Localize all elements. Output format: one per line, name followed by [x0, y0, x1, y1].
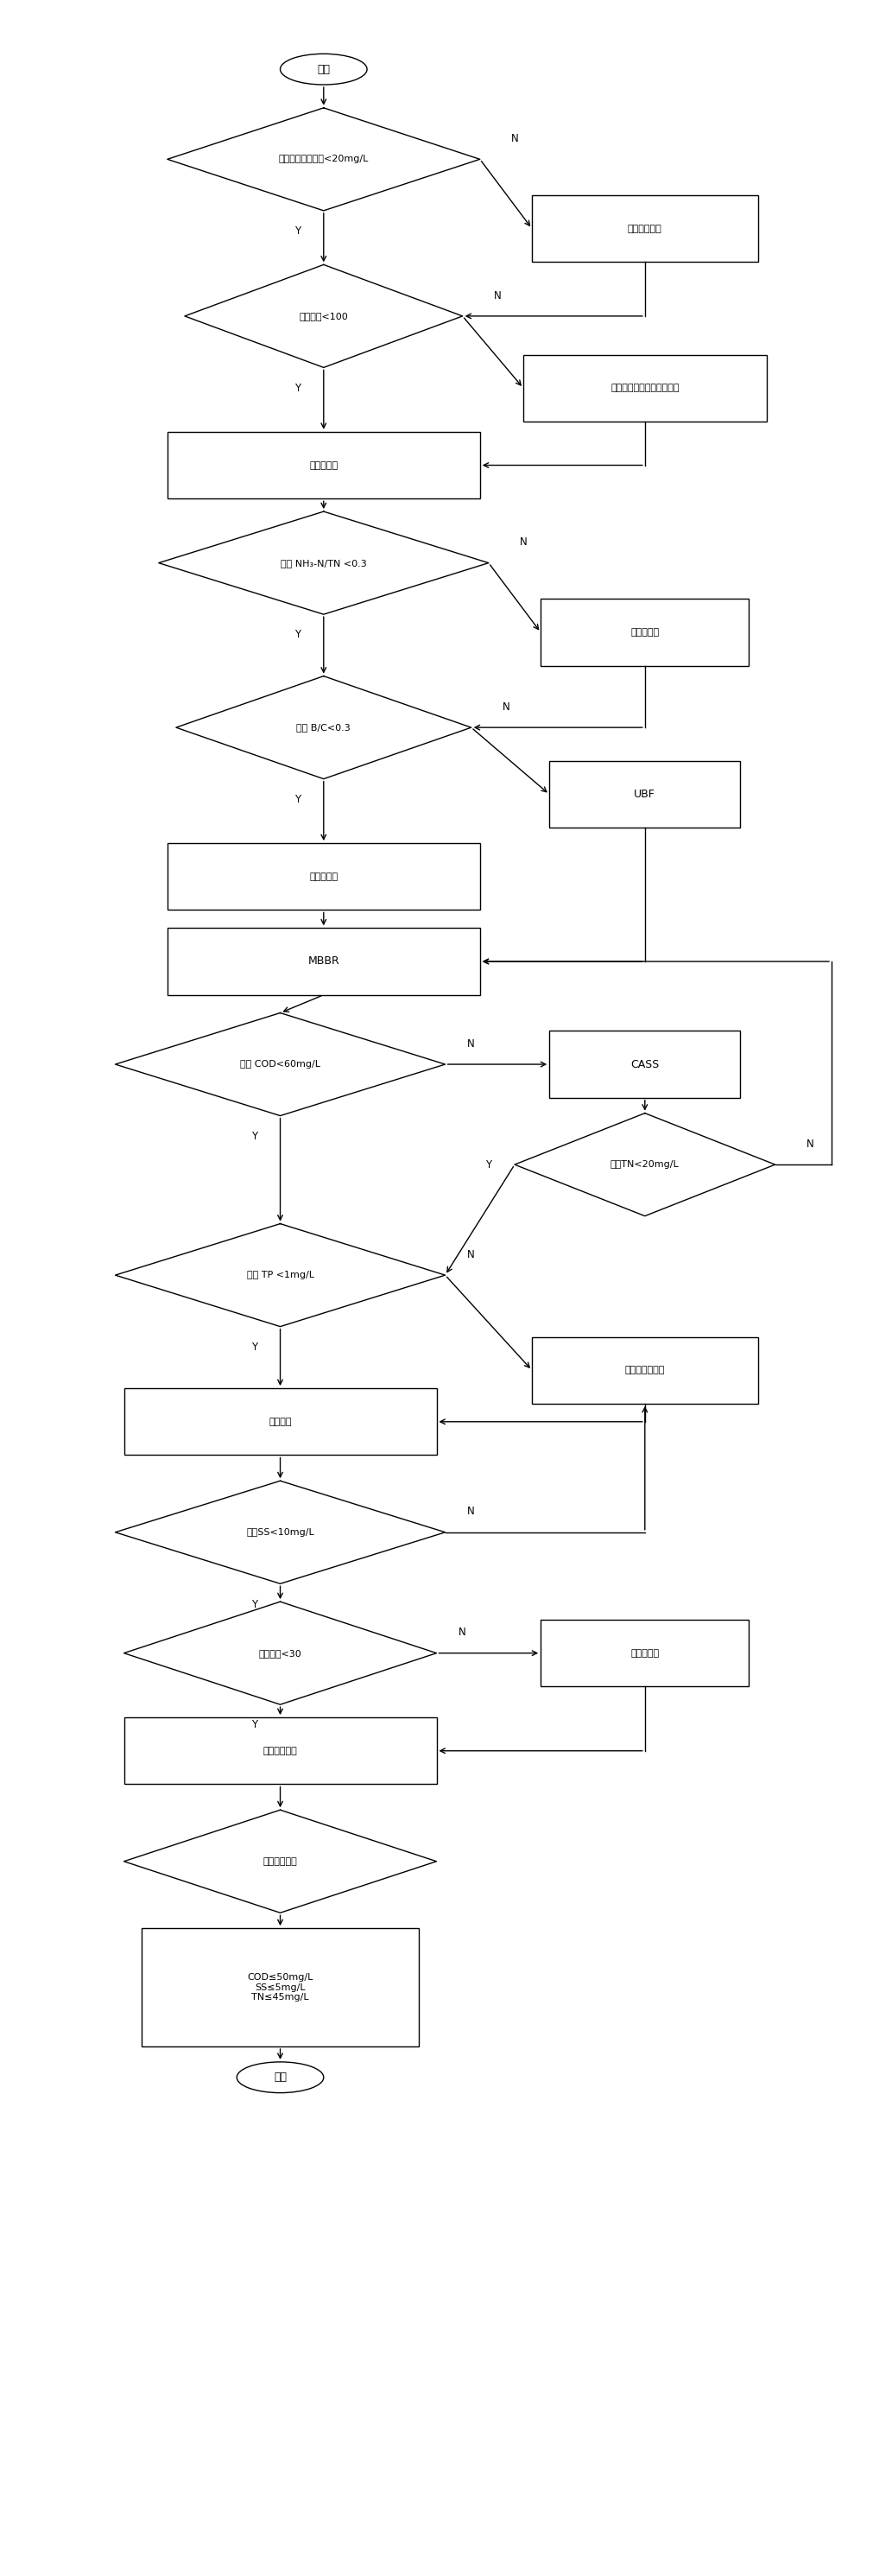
Polygon shape [515, 1113, 775, 1216]
Text: 结束: 结束 [274, 2071, 286, 2084]
Text: Y: Y [251, 1131, 258, 1141]
Bar [532, 196, 758, 263]
Bar [549, 760, 740, 827]
Text: Y: Y [294, 793, 300, 806]
Bar [124, 1388, 436, 1455]
Text: Y: Y [485, 1159, 491, 1170]
Polygon shape [168, 108, 480, 211]
Text: 监测色度<100: 监测色度<100 [299, 312, 348, 319]
Text: 浅层离子气浮: 浅层离子气浮 [628, 224, 662, 232]
Text: N: N [467, 1249, 475, 1260]
Text: 水解酸化池: 水解酸化池 [309, 873, 338, 881]
Text: MBBR: MBBR [308, 956, 340, 966]
Polygon shape [176, 675, 471, 778]
Text: 铁碳微电解－芬顿催化氧化: 铁碳微电解－芬顿催化氧化 [610, 384, 679, 392]
Text: 监测TN<20mg/L: 监测TN<20mg/L [610, 1159, 679, 1170]
Text: 二氧化氯消毒: 二氧化氯消毒 [263, 1747, 298, 1754]
Text: Y: Y [294, 381, 300, 394]
Text: 监测 COD<60mg/L: 监测 COD<60mg/L [240, 1059, 320, 1069]
Polygon shape [115, 1481, 445, 1584]
Text: CASS: CASS [630, 1059, 659, 1069]
Bar [168, 842, 480, 909]
Bar [141, 1929, 419, 2045]
Bar [540, 598, 749, 665]
Text: Y: Y [294, 629, 300, 641]
Text: Y: Y [251, 1600, 258, 1610]
Ellipse shape [237, 2061, 324, 2092]
Polygon shape [115, 1012, 445, 1115]
Text: 监测 NH₃-N/TN <0.3: 监测 NH₃-N/TN <0.3 [280, 559, 367, 567]
Text: 监测 TP <1mg/L: 监测 TP <1mg/L [246, 1270, 314, 1280]
Polygon shape [115, 1224, 445, 1327]
Text: N: N [459, 1628, 466, 1638]
Text: 活性炭吸附: 活性炭吸附 [630, 1649, 659, 1656]
Polygon shape [185, 265, 463, 368]
Bar [549, 1030, 740, 1097]
Text: 臭氧氧化塔: 臭氧氧化塔 [309, 461, 338, 469]
Text: 开始: 开始 [317, 64, 330, 75]
Bar [168, 433, 480, 500]
Bar [124, 1718, 436, 1785]
Text: UBF: UBF [634, 788, 656, 801]
Text: N: N [806, 1139, 814, 1149]
Text: N: N [467, 1038, 475, 1048]
Text: N: N [511, 134, 519, 144]
Text: 监测SS<10mg/L: 监测SS<10mg/L [246, 1528, 314, 1535]
Text: N: N [493, 291, 501, 301]
Bar [523, 355, 766, 422]
Bar [540, 1620, 749, 1687]
Bar [168, 927, 480, 994]
Text: 氨氮吹脱塔: 氨氮吹脱塔 [630, 629, 659, 636]
Text: 监测进水动植物油<20mg/L: 监测进水动植物油<20mg/L [278, 155, 368, 162]
Text: 滤布滤池: 滤布滤池 [269, 1417, 292, 1427]
Text: N: N [502, 701, 510, 714]
Text: 监测色度<30: 监测色度<30 [258, 1649, 302, 1656]
Text: Y: Y [251, 1342, 258, 1352]
Text: 监测 B/C<0.3: 监测 B/C<0.3 [297, 724, 351, 732]
Polygon shape [124, 1602, 436, 1705]
Text: COD≤50mg/L
SS≤5mg/L
TN≤45mg/L: COD≤50mg/L SS≤5mg/L TN≤45mg/L [247, 1973, 313, 2002]
Bar [532, 1337, 758, 1404]
Text: 监测出水衡标: 监测出水衡标 [263, 1857, 298, 1865]
Text: Y: Y [251, 1721, 258, 1731]
Polygon shape [124, 1811, 436, 1914]
Ellipse shape [280, 54, 367, 85]
Text: 微零膜纤维过滤: 微零膜纤维过滤 [625, 1365, 665, 1376]
Polygon shape [159, 513, 489, 613]
Text: N: N [519, 536, 527, 549]
Text: Y: Y [294, 227, 300, 237]
Text: N: N [467, 1507, 475, 1517]
